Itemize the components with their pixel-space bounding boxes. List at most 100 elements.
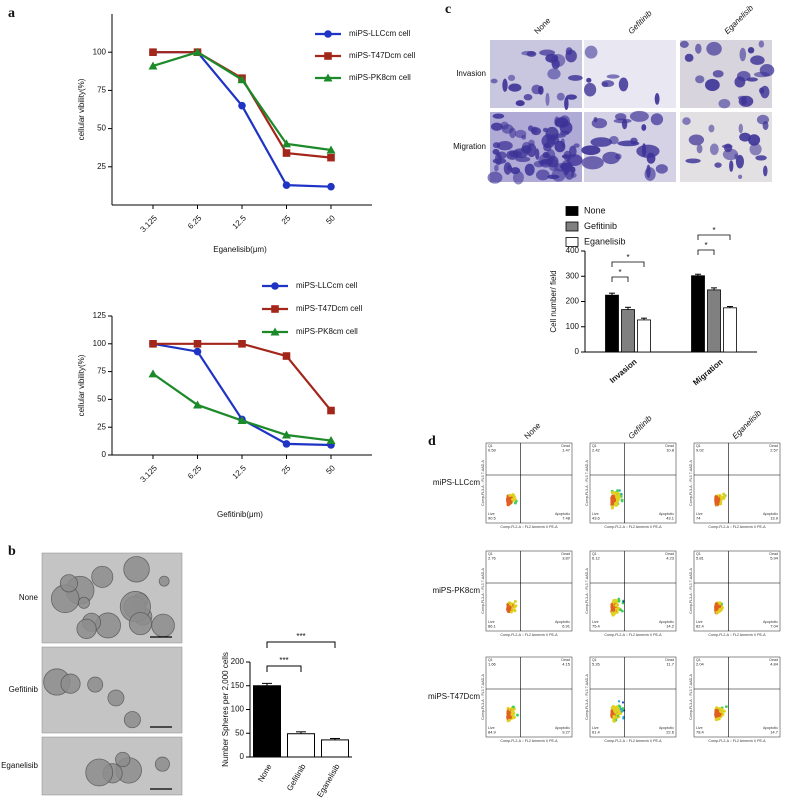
quadrant-percent: 7.04 — [770, 624, 779, 629]
legend-marker — [270, 327, 280, 336]
flow-event — [721, 712, 725, 716]
y-tick-label: 0 — [575, 347, 580, 356]
data-point — [282, 352, 291, 360]
flow-event — [614, 607, 618, 611]
cell-blob — [695, 75, 705, 84]
flow-event — [617, 495, 621, 499]
flow-event — [720, 606, 724, 610]
flow-event — [715, 502, 720, 506]
cell-blob — [718, 98, 731, 109]
quadrant-name: Q1 — [488, 552, 493, 556]
y-tick-label: 125 — [93, 311, 107, 320]
y-tick-label: 150 — [231, 681, 245, 690]
legend-marker — [323, 73, 333, 82]
cell-blob — [609, 136, 619, 145]
data-point — [282, 440, 291, 448]
y-axis-label: cellular vibility(%) — [77, 354, 86, 416]
flow-event — [718, 502, 723, 506]
quadrant-name: Dead — [561, 444, 570, 448]
cell-blob — [704, 78, 720, 92]
flow-event — [506, 608, 510, 612]
cell-blob — [492, 113, 505, 119]
quadrant-percent: 1.47 — [562, 448, 571, 453]
data-point — [237, 75, 247, 84]
cell-blob — [508, 83, 522, 92]
significance-bracket — [266, 665, 302, 672]
flow-y-axis-label: Comp-FL3-A :: FL3 7-AAD-A — [481, 674, 485, 720]
bar — [287, 733, 315, 758]
quadrant-name: Q1 — [488, 444, 493, 448]
flow-event — [719, 709, 723, 713]
flow-event — [617, 700, 621, 703]
cell-blob — [487, 171, 503, 184]
cell-blob — [679, 40, 689, 48]
sphere — [123, 556, 150, 583]
cell-blob — [551, 58, 560, 70]
y-tick-label: 400 — [566, 246, 580, 255]
flow-event — [513, 501, 517, 505]
sphere — [107, 689, 125, 707]
x-tick-label: 50 — [324, 463, 337, 476]
flow-y-axis-label: Comp-FL3-A :: FL3 7-AAD-A — [689, 674, 693, 720]
legend-label: miPS-LLCcm cell — [349, 29, 411, 38]
quadrant-percent: 43.1 — [666, 516, 675, 521]
flow-event — [714, 606, 719, 611]
x-tick-label: 12.5 — [231, 213, 249, 231]
image-label: Eganelisib — [1, 761, 38, 770]
cell-blob — [684, 53, 694, 62]
cell-blob — [654, 93, 660, 105]
quadrant-name: Q1 — [592, 552, 597, 556]
flow-x-axis-label: Comp-FL2-A :: FL2 Annexin V PE-A — [604, 633, 662, 637]
data-point — [238, 340, 246, 348]
cell-blob — [490, 122, 503, 131]
quadrant-name: Apoptotic — [555, 620, 570, 624]
cell-blob — [538, 153, 554, 168]
cell-blob — [526, 51, 537, 57]
flow-event — [610, 506, 614, 510]
image-label: Gefitinib — [9, 685, 39, 694]
quadrant-percent: 74 — [696, 516, 701, 521]
quadrant-name: Live — [592, 620, 599, 624]
cell-blob — [590, 137, 613, 147]
sphere — [60, 673, 81, 694]
flow-frame — [485, 550, 573, 632]
cell-blob — [496, 140, 513, 151]
quadrant-name: Dead — [769, 658, 778, 662]
cell-blob — [559, 115, 570, 128]
quadrant-name: Dead — [561, 658, 570, 662]
significance-bracket — [697, 249, 715, 255]
cell-blob — [526, 143, 537, 158]
flow-event — [612, 705, 616, 709]
flow-y-axis-label: Comp-FL3-A :: FL3 7-AAD-A — [585, 568, 589, 614]
y-tick-label: 75 — [97, 86, 106, 95]
transwell-image — [584, 40, 676, 108]
flow-event — [512, 494, 516, 499]
sphere — [85, 758, 114, 787]
quadrant-percent: 90.5 — [488, 516, 497, 521]
cell-blob — [492, 158, 507, 164]
cell-blob — [564, 97, 569, 110]
significance-bracket — [611, 276, 629, 282]
flow-event — [715, 610, 719, 614]
quadrant-percent: 2.57 — [770, 448, 779, 453]
cell-blob — [748, 134, 761, 146]
data-point — [282, 149, 291, 157]
quadrant-name: Q1 — [696, 444, 701, 448]
y-tick-label: 100 — [566, 322, 580, 331]
cell-blob — [581, 145, 601, 155]
flow-event — [714, 495, 719, 499]
quadrant-percent: 6.12 — [592, 556, 601, 561]
cell-blob — [561, 154, 572, 159]
cell-blob — [500, 121, 509, 130]
flow-event — [511, 716, 515, 720]
cell-blob — [615, 113, 627, 121]
quadrant-percent: 82.4 — [696, 624, 705, 629]
cell-blob — [506, 165, 513, 171]
y-axis-label: Cell number/ field — [549, 270, 558, 332]
flow-event — [509, 610, 514, 614]
significance-label: * — [626, 253, 629, 262]
y-tick-label: 100 — [231, 705, 245, 714]
flow-x-axis-label: Comp-FL2-A :: FL2 Annexin V PE-A — [708, 525, 766, 529]
image-column-label: Gefitinib — [627, 8, 655, 36]
